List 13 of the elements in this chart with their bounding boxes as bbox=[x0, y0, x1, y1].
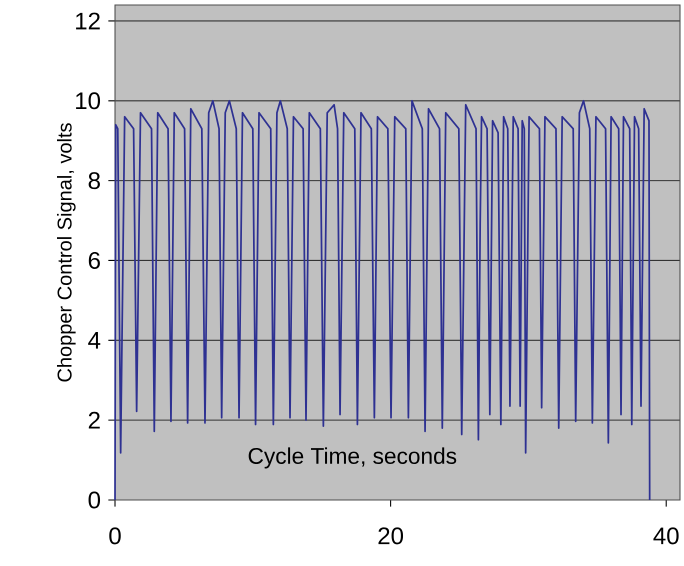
x-tick-label: 0 bbox=[109, 527, 121, 544]
y-tick-label: 12 bbox=[76, 12, 100, 30]
y-tick-label: 10 bbox=[76, 92, 100, 110]
y-tick-label: 6 bbox=[88, 252, 100, 269]
x-tick-label: 40 bbox=[653, 527, 679, 544]
y-tick-label: 8 bbox=[88, 172, 100, 190]
y-tick-label: 0 bbox=[88, 491, 100, 508]
y-tick-label: 2 bbox=[88, 412, 100, 429]
y-tick-label: 4 bbox=[88, 332, 100, 349]
y-axis-title: Chopper Control Signal, volts bbox=[56, 123, 76, 382]
x-axis-title: Cycle Time, seconds bbox=[248, 447, 456, 468]
line-series bbox=[114, 100, 651, 501]
x-tick-label: 20 bbox=[378, 527, 404, 544]
